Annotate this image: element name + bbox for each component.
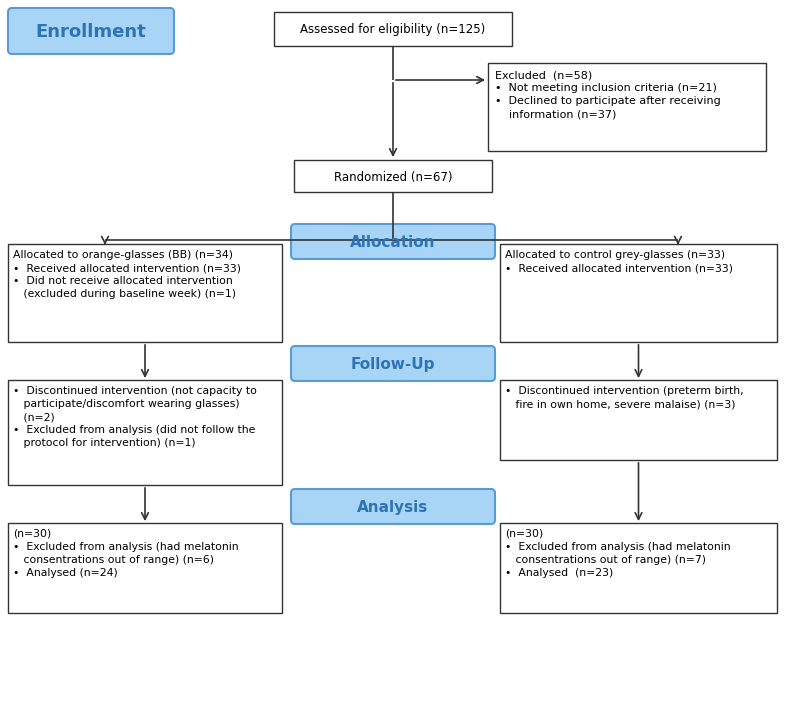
Bar [500, 523, 777, 613]
Text: •  Discontinued intervention (not capacity to
   participate/discomfort wearing : • Discontinued intervention (not capacit… [13, 386, 257, 448]
Text: •  Discontinued intervention (preterm birth,
   fire in own home, severe malaise: • Discontinued intervention (preterm bir… [505, 386, 744, 409]
Text: Allocated to orange-glasses (BB) (n=34)
•  Received allocated intervention (n=33: Allocated to orange-glasses (BB) (n=34) … [13, 250, 241, 299]
FancyBboxPatch shape [291, 346, 495, 381]
Text: Allocated to control grey-glasses (n=33)
•  Received allocated intervention (n=3: Allocated to control grey-glasses (n=33)… [505, 250, 733, 273]
Text: Analysis: Analysis [357, 500, 429, 515]
Bar [8, 244, 282, 342]
Bar [500, 380, 777, 460]
Text: (n=30)
•  Excluded from analysis (had melatonin
   consentrations out of range) : (n=30) • Excluded from analysis (had mel… [13, 529, 238, 578]
Bar [8, 523, 282, 613]
Text: (n=30)
•  Excluded from analysis (had melatonin
   consentrations out of range) : (n=30) • Excluded from analysis (had mel… [505, 529, 730, 578]
FancyBboxPatch shape [8, 8, 174, 54]
Text: Excluded  (n=58)
•  Not meeting inclusion criteria (n=21)
•  Declined to partici: Excluded (n=58) • Not meeting inclusion … [495, 70, 721, 119]
Text: Follow-Up: Follow-Up [351, 357, 435, 372]
Bar [488, 63, 766, 151]
Text: Randomized (n=67): Randomized (n=67) [334, 171, 453, 183]
FancyBboxPatch shape [291, 224, 495, 259]
Text: Allocation: Allocation [350, 235, 436, 250]
Bar [274, 12, 512, 46]
Text: Assessed for eligibility (n=125): Assessed for eligibility (n=125) [301, 23, 486, 37]
Bar [294, 160, 492, 192]
Bar [8, 380, 282, 485]
Text: Enrollment: Enrollment [35, 23, 146, 41]
Bar [500, 244, 777, 342]
FancyBboxPatch shape [291, 489, 495, 524]
